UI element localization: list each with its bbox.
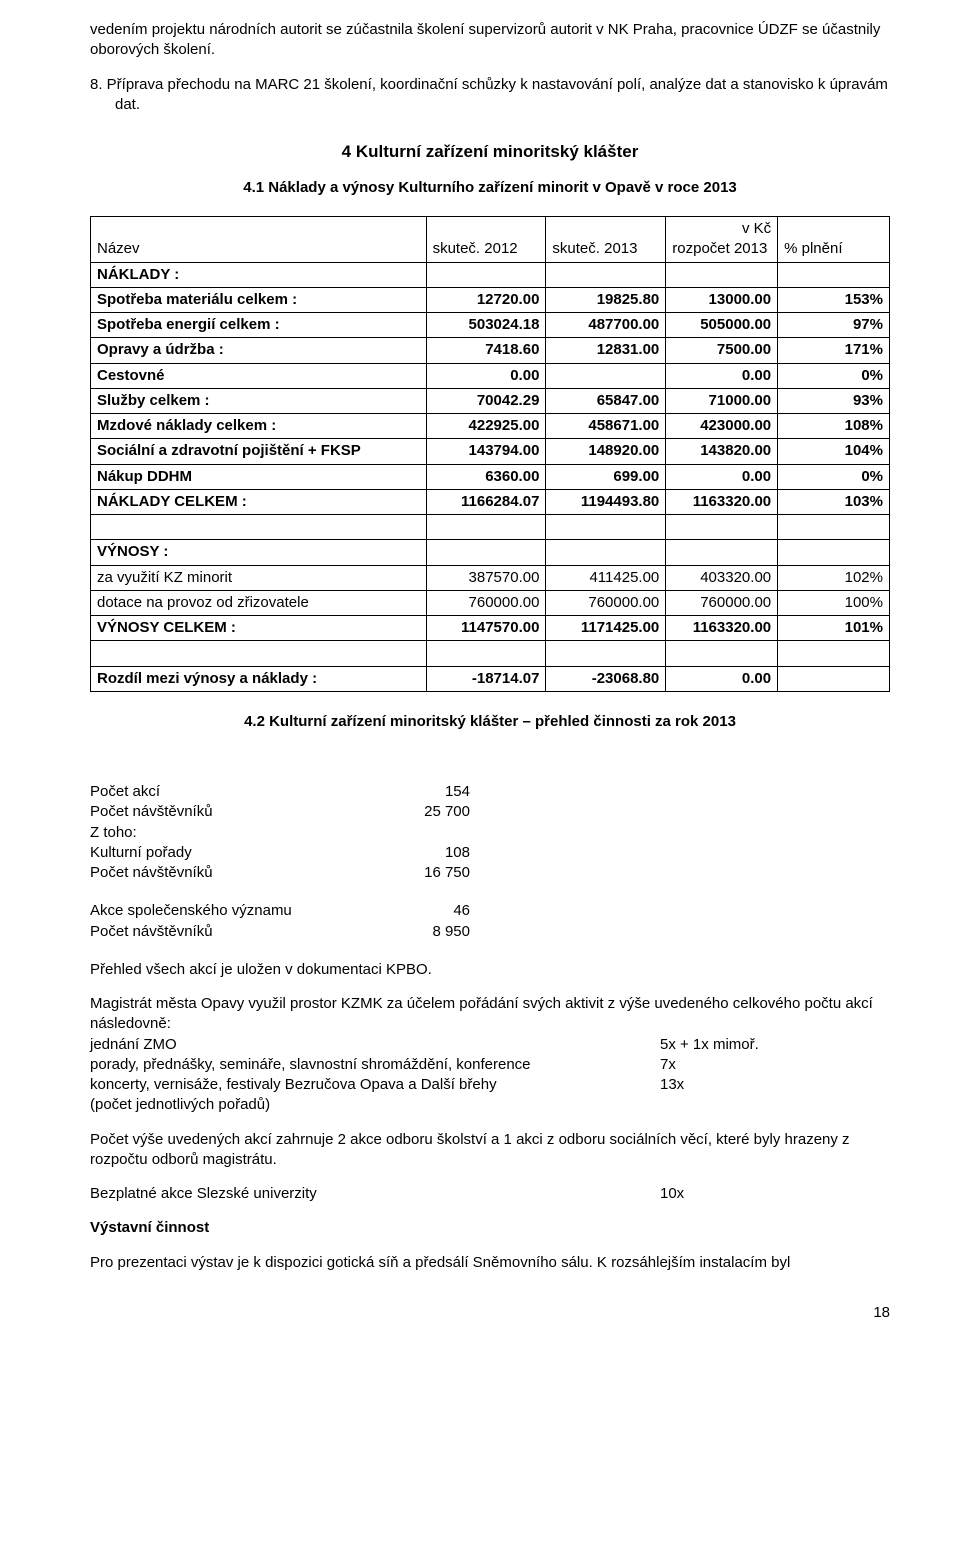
section-4-1-heading: 4.1 Náklady a výnosy Kulturního zařízení… <box>90 178 890 198</box>
magistrat-row: porady, přednášky, semináře, slavnostní … <box>90 1055 890 1075</box>
stats-block-2: Akce společenského významu46Počet návště… <box>90 901 890 942</box>
stats-row: Počet akcí154 <box>90 782 890 802</box>
table-row <box>91 641 890 666</box>
stats-row: Počet návštěvníků16 750 <box>90 863 890 883</box>
table-row: NÁKLADY CELKEM :1166284.071194493.801163… <box>91 489 890 514</box>
table-row: Spotřeba energií celkem :503024.18487700… <box>91 313 890 338</box>
page-number: 18 <box>90 1303 890 1323</box>
table-row: Nákup DDHM6360.00699.000.000% <box>91 464 890 489</box>
stats-row: Počet návštěvníků25 700 <box>90 802 890 822</box>
table-row: VÝNOSY : <box>91 540 890 565</box>
col-2012: skuteč. 2012 <box>426 217 546 263</box>
magistrat-row: (počet jednotlivých pořadů) <box>90 1095 890 1115</box>
stats-row: Akce společenského významu46 <box>90 901 890 921</box>
paragraph-pocet: Počet výše uvedených akcí zahrnuje 2 akc… <box>90 1130 890 1171</box>
paragraph-magistrat: Magistrát města Opavy využil prostor KZM… <box>90 994 890 1035</box>
table-row: Cestovné0.000.000% <box>91 363 890 388</box>
col-name: Název <box>91 217 427 263</box>
table-row: Sociální a zdravotní pojištění + FKSP143… <box>91 439 890 464</box>
costs-revenues-table: Název skuteč. 2012 skuteč. 2013 v Kč roz… <box>90 216 890 692</box>
table-row: dotace na provoz od zřizovatele760000.00… <box>91 590 890 615</box>
col-percent: % plnění <box>778 217 890 263</box>
magistrat-row: koncerty, vernisáže, festivaly Bezručova… <box>90 1075 890 1095</box>
table-row: Služby celkem :70042.2965847.0071000.009… <box>91 388 890 413</box>
bezplatne-row: Bezplatné akce Slezské univerzity 10x <box>90 1184 890 1204</box>
table-row: NÁKLADY : <box>91 262 890 287</box>
col-2013: skuteč. 2013 <box>546 217 666 263</box>
table-row <box>91 515 890 540</box>
table-row: Mzdové náklady celkem :422925.00458671.0… <box>91 414 890 439</box>
bezplatne-label: Bezplatné akce Slezské univerzity <box>90 1184 660 1204</box>
list-item-8: 8. Příprava přechodu na MARC 21 školení,… <box>90 75 890 116</box>
table-row: VÝNOSY CELKEM :1147570.001171425.0011633… <box>91 616 890 641</box>
table-row: Rozdíl mezi výnosy a náklady :-18714.07-… <box>91 666 890 691</box>
table-row: za využití KZ minorit387570.00411425.004… <box>91 565 890 590</box>
currency-label: v Kč <box>672 219 771 239</box>
table-row: Spotřeba materiálu celkem :12720.0019825… <box>91 287 890 312</box>
top-paragraph: vedením projektu národních autorit se zú… <box>90 20 890 61</box>
section-4-heading: 4 Kulturní zařízení minoritský klášter <box>90 141 890 164</box>
heading-vystavni: Výstavní činnost <box>90 1218 890 1238</box>
stats-row: Počet návštěvníků8 950 <box>90 922 890 942</box>
stats-row: Z toho: <box>90 823 890 843</box>
paragraph-vystavy: Pro prezentaci výstav je k dispozici got… <box>90 1253 890 1273</box>
bezplatne-val: 10x <box>660 1184 810 1204</box>
paragraph-prehled: Přehled všech akcí je uložen v dokumenta… <box>90 960 890 980</box>
magistrat-row: jednání ZMO5x + 1x mimoř. <box>90 1035 890 1055</box>
table-row: Opravy a údržba :7418.6012831.007500.001… <box>91 338 890 363</box>
section-4-2-heading: 4.2 Kulturní zařízení minoritský klášter… <box>90 712 890 732</box>
magistrat-rows: jednání ZMO5x + 1x mimoř.porady, přednáš… <box>90 1035 890 1116</box>
stats-row: Kulturní pořady108 <box>90 843 890 863</box>
stats-block-1: Počet akcí154Počet návštěvníků25 700Z to… <box>90 782 890 883</box>
col-budget: v Kč rozpočet 2013 <box>666 217 778 263</box>
